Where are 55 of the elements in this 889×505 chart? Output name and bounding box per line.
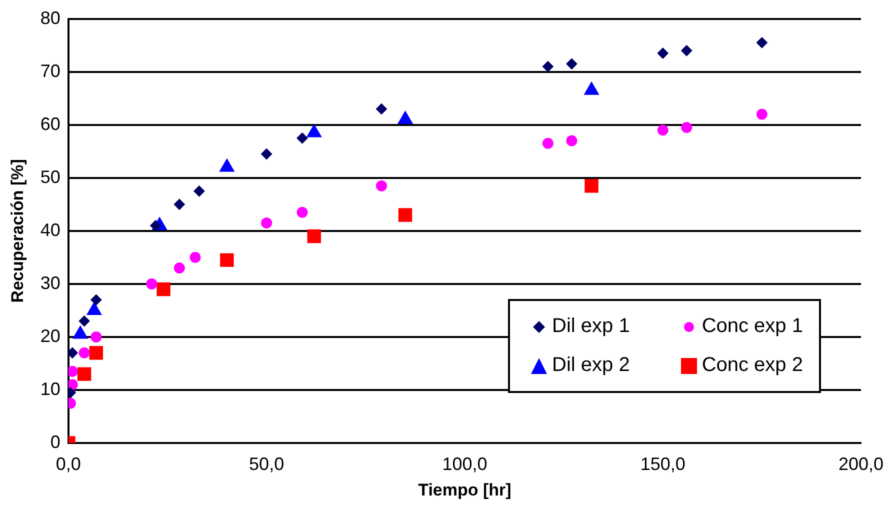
y-tick-label: 50 [40, 166, 60, 187]
point [90, 331, 102, 342]
point [307, 229, 321, 244]
point [756, 37, 768, 48]
legend-label: Dil exp 2 [552, 354, 630, 377]
point [174, 262, 185, 274]
point [156, 282, 170, 296]
legend-label: Conc exp 1 [702, 315, 803, 338]
x-tick-label: 100,0 [442, 454, 488, 474]
y-tick-label: 20 [40, 326, 60, 346]
y-axis-title: Recuperación [%] [8, 159, 27, 303]
y-tick-label: 40 [40, 220, 60, 240]
point [68, 366, 78, 377]
point [542, 61, 554, 72]
point [78, 347, 90, 358]
point [68, 379, 78, 390]
point [398, 208, 412, 222]
y-tick-label: 70 [40, 60, 60, 81]
point [657, 48, 668, 59]
point [566, 58, 578, 70]
point [89, 346, 104, 360]
x-tick-label: 150,0 [640, 454, 686, 474]
point [78, 316, 90, 327]
x-tick-label: 0,0 [56, 454, 81, 474]
point [174, 198, 185, 210]
y-tick-label: 60 [40, 114, 60, 134]
point [376, 180, 387, 192]
point [657, 124, 668, 136]
legend-label: Conc exp 2 [702, 354, 803, 377]
y-tick-label: 80 [40, 8, 60, 28]
point [68, 347, 78, 358]
point [296, 132, 308, 144]
point [681, 122, 692, 133]
point [756, 108, 768, 120]
point [261, 217, 272, 228]
point [542, 138, 554, 149]
x-tick-label: 50,0 [249, 454, 284, 474]
y-tick-label: 30 [40, 272, 60, 293]
point [376, 103, 387, 114]
point [77, 367, 92, 381]
y-tick-label: 0 [50, 432, 60, 452]
point [90, 294, 102, 306]
y-tick-label: 10 [40, 378, 60, 399]
legend-label: Dil exp 1 [552, 315, 630, 338]
point [220, 253, 234, 267]
point [190, 252, 201, 263]
point [681, 45, 692, 56]
point [146, 278, 158, 290]
point [584, 178, 598, 193]
point [296, 206, 308, 218]
point [194, 186, 205, 197]
x-tick-label: 200,0 [838, 454, 884, 474]
point [566, 135, 578, 146]
x-axis-title: Tiempo [hr] [418, 480, 512, 500]
point [261, 148, 272, 160]
